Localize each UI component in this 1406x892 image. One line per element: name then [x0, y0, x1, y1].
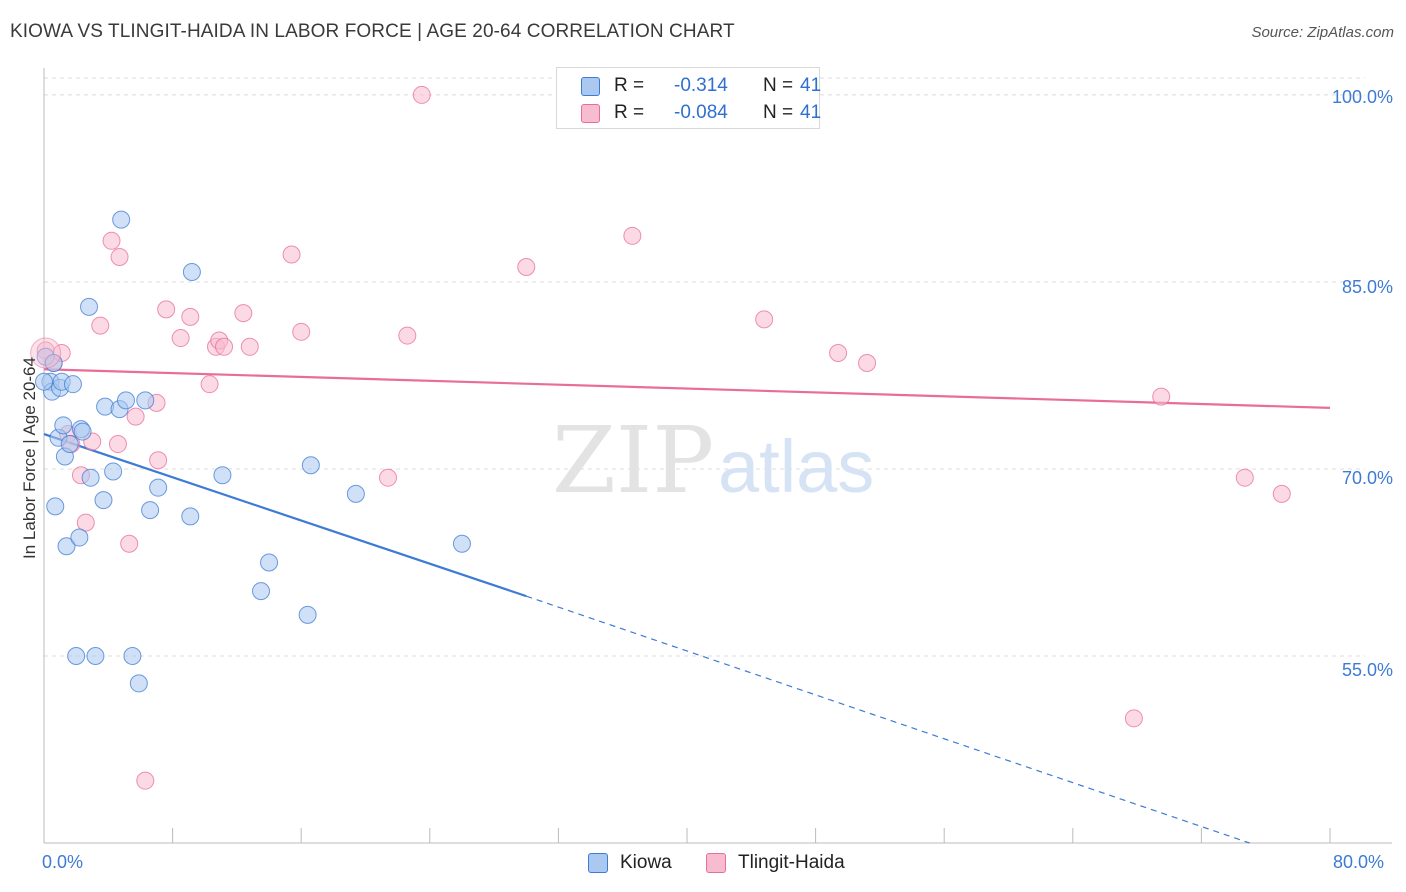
- y-axis-label: In Labor Force | Age 20-64: [20, 357, 39, 559]
- tlingit-haida-point: [858, 353, 877, 372]
- kiowa-point: [141, 501, 160, 520]
- watermark-zip: ZIP: [552, 407, 714, 514]
- kiowa-point: [57, 537, 76, 556]
- x-tick-label: 80.0%: [1333, 852, 1385, 872]
- data-points: [30, 85, 1291, 790]
- r-value: -0.314: [674, 75, 728, 96]
- r-label: R =: [614, 102, 645, 123]
- tlingit-haida-point: [181, 307, 200, 326]
- legend-label: Kiowa: [620, 852, 672, 873]
- n-value: 41: [800, 75, 822, 96]
- tlingit-haida-point: [120, 534, 139, 553]
- kiowa-point: [86, 646, 105, 665]
- y-tick-label: 70.0%: [1341, 468, 1393, 488]
- trend-lines: [43, 368, 1331, 844]
- kiowa-point: [129, 674, 148, 693]
- tlingit-haida-point: [30, 337, 62, 369]
- kiowa-point: [298, 605, 317, 624]
- tlingit-haida-point: [240, 337, 259, 356]
- tlingit-haida-point: [412, 85, 431, 104]
- tlingit-haida-point: [1152, 387, 1171, 406]
- kiowa-point: [35, 372, 53, 391]
- n-label: N =: [763, 102, 794, 123]
- tlingit-haida-point: [102, 231, 121, 250]
- tlingit-haida-point: [234, 304, 253, 323]
- kiowa-point: [452, 534, 471, 553]
- tlingit-haida-point: [1272, 484, 1291, 503]
- kiowa-point: [112, 210, 131, 229]
- kiowa-point: [346, 484, 365, 503]
- kiowa-point: [149, 478, 168, 497]
- kiowa-point: [70, 528, 89, 547]
- tlingit-haida-point: [1235, 468, 1254, 487]
- axes: [43, 68, 1392, 844]
- tlingit-haida-point: [1124, 709, 1143, 728]
- kiowa-point: [181, 507, 200, 526]
- tlingit-haida-trend-line: [43, 368, 1331, 409]
- r-label: R =: [614, 75, 645, 96]
- kiowa-point: [123, 646, 142, 665]
- tlingit-haida-point: [755, 310, 774, 329]
- tlingit-haida-point: [398, 326, 417, 345]
- kiowa-point: [67, 646, 86, 665]
- n-value: 41: [800, 102, 822, 123]
- chart-title: KIOWA VS TLINGIT-HAIDA IN LABOR FORCE | …: [10, 21, 735, 42]
- kiowa-point: [54, 416, 73, 435]
- tlingit-haida-point: [91, 316, 110, 335]
- tlingit-haida-point: [157, 300, 176, 319]
- legend-label: Tlingit-Haida: [738, 852, 845, 873]
- tlingit-haida-point: [623, 226, 642, 245]
- legend: Kiowa Tlingit-Haida: [0, 852, 1406, 878]
- source-label: Source: ZipAtlas.com: [1251, 24, 1394, 41]
- tlingit-haida-point: [76, 513, 95, 532]
- watermark-atlas: atlas: [718, 425, 874, 508]
- kiowa-point: [116, 391, 135, 410]
- tlingit-haida-point: [292, 322, 311, 341]
- kiowa-point: [94, 491, 113, 510]
- kiowa-swatch: [581, 77, 600, 96]
- y-tick-label: 55.0%: [1341, 660, 1393, 680]
- tlingit-haida-point: [136, 771, 155, 790]
- tlingit-haida-point: [829, 344, 848, 363]
- kiowa-point: [213, 466, 232, 485]
- kiowa-point: [252, 582, 271, 601]
- tlingit-haida-point: [215, 337, 234, 356]
- tlingit-haida-point: [126, 407, 145, 426]
- kiowa-point: [80, 297, 99, 316]
- kiowa-point: [104, 462, 123, 481]
- kiowa-point: [136, 391, 155, 410]
- tlingit-haida-point: [282, 245, 301, 264]
- x-tick-label: 0.0%: [42, 852, 84, 872]
- kiowa-point: [301, 456, 320, 475]
- tlingit-haida-point: [108, 435, 127, 454]
- tlingit-haida-point: [171, 329, 190, 348]
- kiowa-legend-swatch: [588, 853, 608, 873]
- tlingit-haida-point: [379, 468, 398, 487]
- tlingit-haida-swatch: [581, 104, 600, 123]
- kiowa-point: [182, 262, 201, 281]
- r-value: -0.084: [674, 102, 728, 123]
- grid: [44, 77, 1365, 657]
- kiowa-point: [260, 553, 279, 572]
- tlingit-haida-legend-swatch: [706, 853, 726, 873]
- stats-box: R = -0.314 N = 41 R = -0.084 N = 41: [556, 67, 822, 129]
- y-tick-label: 100.0%: [1331, 87, 1393, 107]
- kiowa-point: [63, 375, 82, 394]
- kiowa-point: [60, 435, 79, 454]
- tlingit-haida-point: [517, 257, 536, 276]
- kiowa-point: [46, 497, 65, 516]
- kiowa-point: [73, 422, 92, 441]
- tlingit-haida-point: [110, 248, 129, 267]
- kiowa-trend-line: [43, 433, 527, 598]
- n-label: N =: [763, 75, 794, 96]
- tlingit-haida-point: [200, 375, 219, 394]
- kiowa-point: [81, 468, 100, 487]
- y-tick-label: 85.0%: [1341, 277, 1393, 297]
- tlingit-haida-point: [149, 451, 168, 470]
